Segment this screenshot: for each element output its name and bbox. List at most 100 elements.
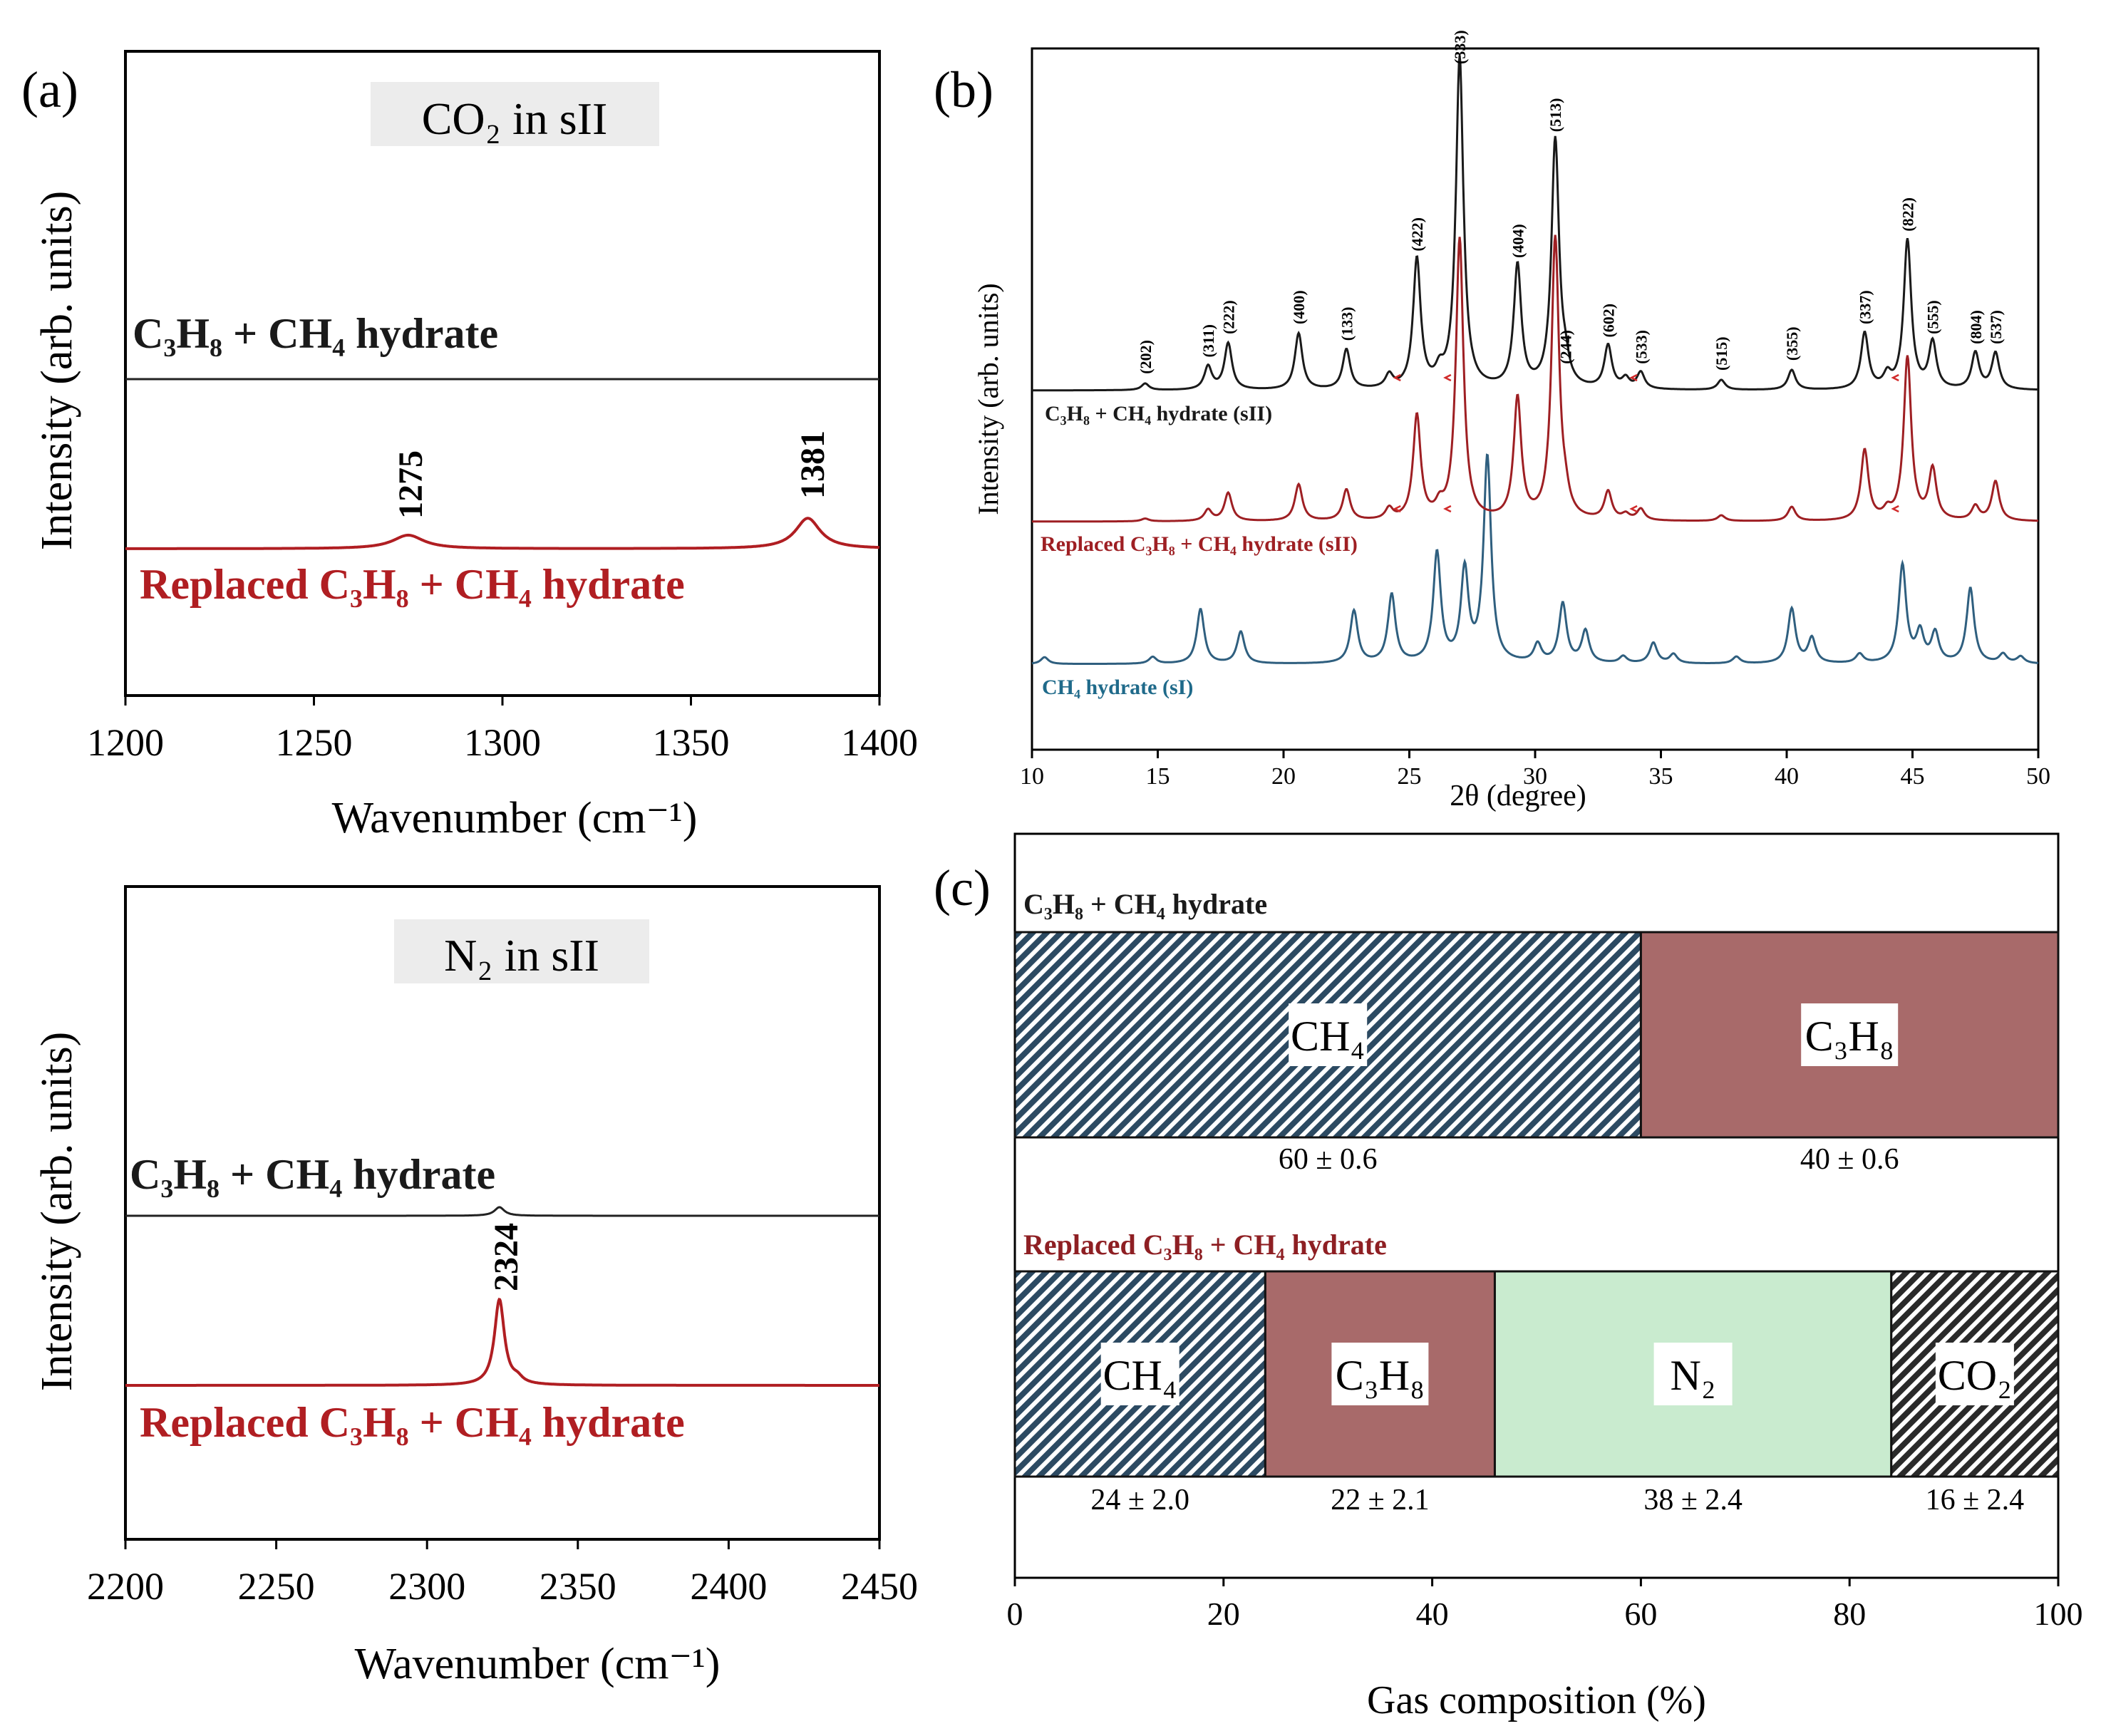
panel-b-series-label-black: C₃H₈ + CH₄ hydrate (sII) [1045, 402, 1272, 425]
panel-c-segment-value: 16 ± 2.4 [1926, 1484, 2025, 1517]
panel-b-peak-label: (533) [1632, 330, 1650, 364]
panel-b-peak-label: (602) [1599, 304, 1617, 338]
panel-a-series-red [125, 517, 880, 550]
panel-b-ice-marker [1891, 373, 1899, 382]
panel-c-bar-title-1: Replaced C₃H₈ + CH₄ hydrate [1023, 1229, 1387, 1261]
panel-c-segment-label: CH₄ [1291, 1013, 1365, 1060]
panel-a-xtick-tick-label: 1350 [653, 721, 730, 764]
panel-a-peak-label-1275: 1275 [392, 450, 430, 519]
panel-b-peak-label: (222) [1219, 300, 1237, 334]
panel-a2-xtick-tick-label: 2400 [690, 1565, 767, 1608]
panel-b-ice-marker [1443, 505, 1452, 513]
panel-c-xticks: 0 20 40 60 80 100 [1007, 1578, 2083, 1632]
panel-c-plot-frame [1013, 832, 2060, 1579]
panel-c-segment-label: CH₄ [1103, 1352, 1177, 1399]
panel-c-bar-title-0: C₃H₈ + CH₄ hydrate [1023, 888, 1267, 920]
panel-c-xtick-tick-label: 80 [1833, 1596, 1866, 1632]
panel-c-xtick-tick-label: 20 [1207, 1596, 1240, 1632]
panel-b-xtick-tick-label: 45 [1901, 763, 1925, 790]
panel-b-peak-label: (555) [1924, 300, 1942, 334]
panel-c: (c) Gas composition (%) 0 20 40 60 80 100 C₃H… [934, 832, 2083, 1722]
panel-b-peak-label: (513) [1547, 98, 1564, 133]
panel-b-ice-marker [1393, 505, 1401, 513]
panel-c-xlabel: Gas composition (%) [1367, 1678, 1706, 1722]
panel-a2-xtick-tick-label: 2250 [238, 1565, 315, 1608]
panel-c-segment-value: 24 ± 2.0 [1090, 1484, 1189, 1517]
panel-a2-series-label-red: Replaced C₃H₈ + CH₄ hydrate [140, 1399, 685, 1446]
panel-b-series-replaced [1032, 234, 2038, 523]
panel-b-peak-label: (133) [1338, 307, 1356, 341]
panel-a-xlabel: Wavenumber (cm⁻¹) [332, 794, 698, 842]
panel-b-peak-labels: (202) (311)(222) (400) (133) (422) (333) (404)… [1137, 30, 2005, 373]
panel-a-series-label-black: C₃H₈ + CH₄ hydrate [133, 310, 498, 357]
panel-c-xtick-tick-label: 60 [1624, 1596, 1657, 1632]
panel-a2-plot-frame [124, 885, 881, 1541]
panel-c-segment-label: CO₂ [1938, 1352, 2012, 1399]
panel-c-segment-label: N₂ [1670, 1352, 1715, 1399]
panel-b-peak-label: (202) [1137, 340, 1155, 374]
panel-b-series-label-red: Replaced C₃H₈ + CH₄ hydrate (sII) [1041, 532, 1358, 556]
panel-a-xtick-tick-label: 1200 [87, 721, 164, 764]
panel-c-segment-label-bg [1653, 1343, 1733, 1405]
panel-a2-xtick-tick-label: 2350 [540, 1565, 616, 1608]
panel-c-segment-label-bg [1100, 1343, 1179, 1405]
panel-b-peak-label: (422) [1408, 217, 1426, 252]
panel-b-ice-marker [1393, 373, 1401, 382]
panel-b-peak-label: (804) [1967, 310, 1985, 344]
panel-b-peak-label: (244) [1557, 330, 1574, 364]
panel-a-xtick-tick-label: 1300 [464, 721, 541, 764]
panel-a2-xtick-tick-label: 2450 [841, 1565, 918, 1608]
panel-a2-xtick-tick-label: 2200 [87, 1565, 164, 1608]
panel-a2-series-label-black: C₃H₈ + CH₄ hydrate [130, 1151, 495, 1198]
panel-a-xtick-tick-label: 1400 [841, 721, 918, 764]
panel-c-xtick-tick-label: 0 [1007, 1596, 1023, 1632]
panel-b-peak-label: (333) [1451, 30, 1469, 64]
panel-b-ice-marker [1891, 505, 1899, 513]
panel-c-bar-1: CH₄ 24 ± 2.0 C₃H₈ 22 ± 2.1 N₂ 38 ± 2.4 CO₂ 16 ±… [1013, 1270, 2060, 1517]
panel-b-ice-marker [1629, 373, 1638, 382]
panel-c-xtick-tick-label: 40 [1416, 1596, 1449, 1632]
panel-b-ice-markers [1393, 373, 1899, 513]
panel-c-segment-value: 22 ± 2.1 [1331, 1484, 1430, 1517]
panel-a-series-label-red: Replaced C₃H₈ + CH₄ hydrate [140, 561, 685, 608]
panel-letter-c: (c) [934, 859, 991, 916]
panel-b-series-label-blue: CH₄ hydrate (sI) [1042, 676, 1193, 699]
panel-b-peak-label: (404) [1509, 224, 1527, 258]
panel-a2-xticks: 2200 2250 2300 2350 2400 2450 [87, 1539, 918, 1608]
panel-letter-b: (b) [934, 61, 993, 118]
panel-a-xticks: 1200 1250 1300 1350 1400 [87, 696, 918, 764]
panel-b-xtick-tick-label: 15 [1146, 763, 1170, 790]
panel-a-box-label-bg [371, 82, 659, 146]
panel-b-ice-marker [1629, 505, 1638, 513]
panel-b-series-c3h8-ch4 [1032, 55, 2038, 392]
panel-a2-ylabel: Intensity (arb. units) [33, 1032, 81, 1392]
panel-b-xtick-tick-label: 50 [2026, 763, 2050, 790]
panel-b-series-ch4-si [1031, 453, 2039, 665]
panel-b-xtick-tick-label: 40 [1775, 763, 1799, 790]
panel-c-segment-value: 40 ± 0.6 [1800, 1143, 1899, 1176]
panel-b-peak-label: (337) [1856, 290, 1874, 324]
panel-c-bar-0: CH₄ 60 ± 0.6 C₃H₈ 40 ± 0.6 [1013, 931, 2060, 1176]
panel-b-xtick-tick-label: 30 [1523, 763, 1547, 790]
panel-c-segment-label-bg [1935, 1343, 2014, 1405]
panel-a: (a) CO₂ in sII Intensity (arb. units) Wa… [21, 50, 918, 842]
panel-c-segment-value: 38 ± 2.4 [1643, 1484, 1743, 1517]
panel-c-segment-label-bg [1331, 1343, 1429, 1405]
panel-b-peak-label: (311) [1199, 324, 1217, 357]
panel-a2-box-label-bg [394, 919, 649, 983]
panel-b-xtick-tick-label: 10 [1020, 763, 1044, 790]
panel-b-peak-label: (822) [1899, 197, 1916, 232]
panel-c-segment-label: C₃H₈ [1805, 1013, 1894, 1060]
panel-b-ice-marker [1443, 373, 1452, 382]
panel-c-segment-label-bg [1801, 1003, 1899, 1066]
panel-a2: N₂ in sII Intensity (arb. units) Wavenum… [33, 885, 918, 1688]
panel-b-ylabel: Intensity (arb. units) [972, 283, 1004, 515]
panel-b-peak-label: (355) [1783, 326, 1801, 361]
panel-c-segment-value: 60 ± 0.6 [1279, 1143, 1378, 1176]
panel-a-peak-label-1381: 1381 [794, 430, 832, 499]
panel-a-ylabel: Intensity (arb. units) [33, 191, 81, 551]
panel-b-peak-label: (515) [1713, 336, 1730, 371]
panel-c-segment-label: C₃H₈ [1336, 1352, 1425, 1399]
panel-b-peak-label: (537) [1987, 310, 2005, 344]
